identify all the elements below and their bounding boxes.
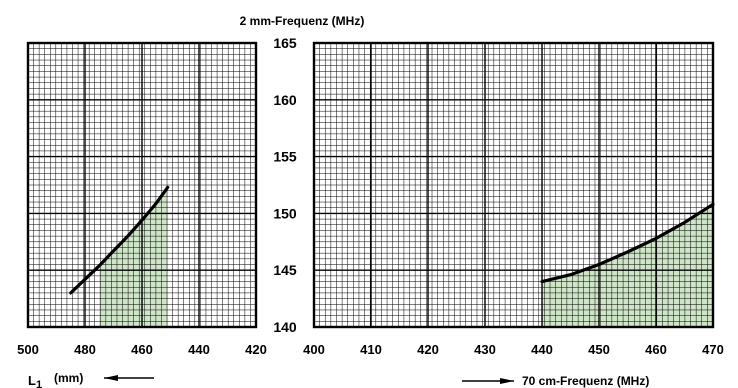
right-x-tick-label: 460 <box>645 342 667 357</box>
left-x-axis-symbol-subscript: 1 <box>36 379 42 388</box>
left-arrow-icon <box>104 375 154 381</box>
left-panel-l1-vs-2mm: 500 480 460 440 420 <box>17 41 267 357</box>
left-x-axis-symbol: L1 <box>28 373 42 388</box>
y-axis-title: 2 mm-Frequenz (MHz) <box>240 14 365 28</box>
left-x-tick-label: 480 <box>74 342 96 357</box>
left-x-tick-label: 420 <box>245 342 267 357</box>
right-minor-grid <box>314 43 713 327</box>
right-x-tick-label: 420 <box>417 342 439 357</box>
left-x-axis-unit: (mm) <box>54 371 83 385</box>
right-x-axis-title: 70 cm-Frequenz (MHz) <box>522 374 649 388</box>
left-frame <box>26 41 258 329</box>
y-tick-label: 150 <box>273 205 297 221</box>
y-tick-label: 165 <box>273 35 297 51</box>
y-tick-label: 140 <box>273 319 297 335</box>
y-tick-label: 160 <box>273 92 297 108</box>
left-x-tick-label: 440 <box>188 342 210 357</box>
axis-labels: 2 mm-Frequenz (MHz) L1 (mm) 70 cm-Freque… <box>28 14 649 388</box>
right-x-tick-label: 400 <box>303 342 325 357</box>
left-x-axis-symbol-letter: L <box>28 373 36 388</box>
y-tick-label: 155 <box>273 149 297 165</box>
left-curve <box>69 185 170 295</box>
right-frame <box>312 41 715 329</box>
left-x-tick-label: 500 <box>17 342 39 357</box>
right-x-tick-label: 450 <box>588 342 610 357</box>
y-tick-label: 145 <box>273 262 297 278</box>
right-shaded-area <box>542 204 713 327</box>
right-arrow-icon <box>462 378 514 384</box>
right-x-tick-label: 470 <box>702 342 724 357</box>
right-x-tick-label: 440 <box>531 342 553 357</box>
right-x-tick-label: 410 <box>360 342 382 357</box>
right-x-tick-label: 430 <box>474 342 496 357</box>
right-panel-70cm-vs-2mm: 400 410 420 430 440 450 460 470 <box>303 41 724 357</box>
right-curve <box>540 202 715 284</box>
left-x-tick-label: 460 <box>131 342 153 357</box>
